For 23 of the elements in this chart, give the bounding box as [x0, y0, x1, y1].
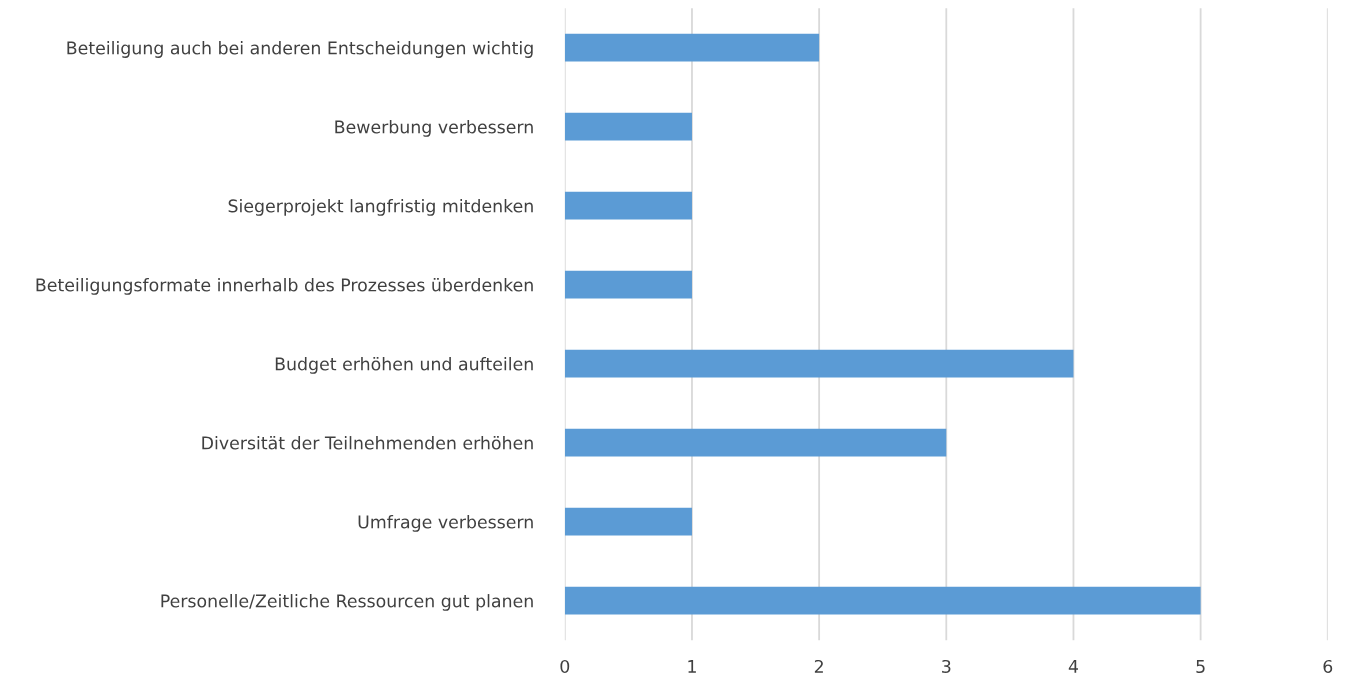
bar: [564, 349, 1074, 378]
bar: [564, 33, 820, 62]
x-tick-label: 5: [1196, 660, 1205, 674]
y-tick-label: Diversität der Teilnehmenden erhöhen: [202, 436, 533, 450]
bar: [564, 191, 692, 220]
x-tick-label: 3: [942, 659, 951, 674]
x-tick-label: 2: [814, 659, 823, 673]
y-tick-label: Beteiligungsformate innerhalb des Prozesses überdenken: [36, 278, 533, 295]
bar: [564, 428, 947, 457]
y-tick-label: Bewerbung verbessern: [335, 120, 533, 137]
bar: [564, 270, 692, 299]
y-tick-label: Budget erhöhen und aufteilen: [275, 357, 533, 374]
bar: [564, 586, 1201, 615]
bar: [564, 507, 692, 536]
y-tick-label: Beteiligung auch bei anderen Entscheidungen wichtig: [67, 41, 533, 58]
x-tick-label: 1: [688, 660, 696, 673]
x-tick-label: 0: [560, 659, 570, 674]
y-tick-label: Umfrage verbessern: [358, 515, 533, 532]
y-tick-label: Personelle/Zeitliche Ressourcen gut planen: [161, 594, 533, 611]
x-tick-label: 6: [1323, 659, 1333, 674]
x-tick-label: 4: [1068, 660, 1079, 673]
bar: [564, 112, 692, 141]
y-tick-label: Siegerprojekt langfristig mitdenken: [228, 199, 533, 216]
